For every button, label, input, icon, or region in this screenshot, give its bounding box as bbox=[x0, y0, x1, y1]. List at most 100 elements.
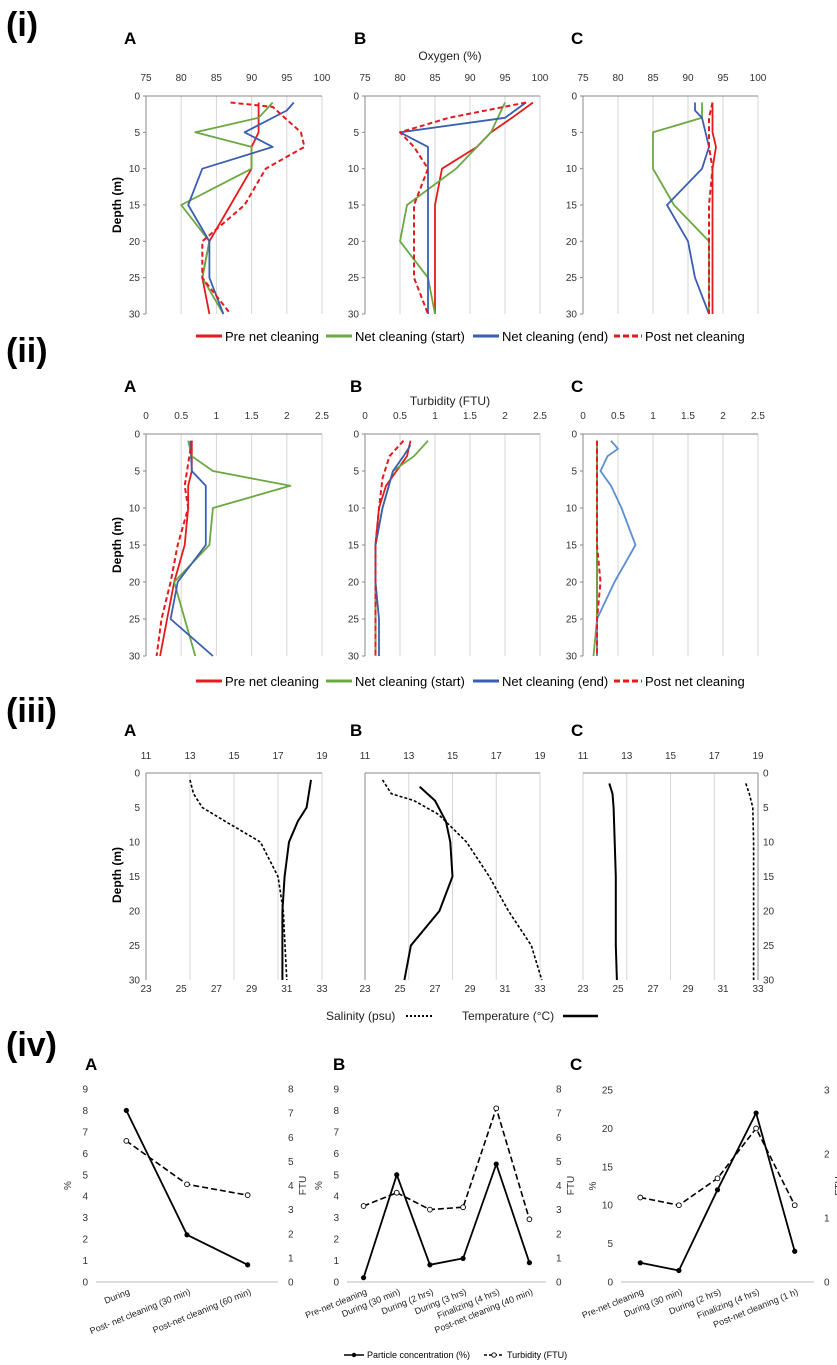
oxygen-b-tick-y: 0 bbox=[353, 92, 359, 103]
particle-turbidity-c-point-turbidity bbox=[791, 1202, 798, 1209]
particle-turbidity-b-tick-left: 1 bbox=[333, 1256, 339, 1267]
salinity-temp-b-tick-top: 13 bbox=[403, 751, 415, 762]
particle-turbidity-c-ylabel-right: FTU bbox=[834, 1176, 837, 1195]
legend-label-turbidity: Turbidity (FTU) bbox=[507, 1350, 567, 1360]
particle-turbidity-b-point-turbidity bbox=[493, 1105, 500, 1112]
turbidity-a-tick-y: 15 bbox=[129, 541, 141, 552]
particle-turbidity-a-point-particle bbox=[123, 1107, 129, 1114]
salinity-temp-a-tick-bottom: 23 bbox=[140, 984, 152, 995]
oxygen-a-tick-y: 10 bbox=[129, 164, 141, 175]
salinity-temp-c-tick-bottom: 29 bbox=[682, 984, 694, 995]
particle-turbidity-a-series-particle bbox=[125, 1110, 249, 1266]
particle-turbidity-c-tick-right: 2 bbox=[824, 1150, 830, 1161]
salinity-temp-b-tick-bottom: 33 bbox=[534, 984, 546, 995]
particle-turbidity-c-tick-left: 15 bbox=[602, 1162, 614, 1173]
particle-turbidity-a-point-turbidity bbox=[184, 1181, 190, 1188]
particle-turbidity-b-tick-left: 5 bbox=[333, 1170, 339, 1181]
salinity-temp-a-tick-y: 25 bbox=[129, 941, 141, 952]
oxygen-c-tick-x: 100 bbox=[750, 73, 767, 84]
salinity-temp-c-tick-y: 10 bbox=[763, 838, 775, 849]
salinity-temp-c-tick-y: 0 bbox=[763, 769, 769, 780]
oxygen-c-series-net-cleaning-end bbox=[666, 102, 710, 315]
particle-turbidity-a-point-turbidity bbox=[244, 1192, 251, 1199]
legend-label-pre-ii: Pre net cleaning bbox=[225, 674, 319, 689]
salinity-temp-a-tick-y: 10 bbox=[129, 838, 141, 849]
salinity-temp-c-tick-y: 25 bbox=[763, 941, 775, 952]
oxygen-c-series-net-cleaning-start bbox=[652, 102, 710, 314]
salinity-temp-b-tick-bottom: 31 bbox=[499, 984, 511, 995]
turbidity-c-tick-x: 2 bbox=[720, 411, 726, 422]
turbidity-axis-title: Turbidity (FTU) bbox=[410, 394, 490, 408]
salinity-temp-a-tick-bottom: 31 bbox=[281, 984, 293, 995]
salinity-temp-b-tick-bottom: 25 bbox=[394, 984, 406, 995]
particle-turbidity-a-ylabel-right: FTU bbox=[298, 1176, 309, 1195]
salinity-temp-a-tick-y: 0 bbox=[134, 769, 140, 780]
turbidity-c-tick-x: 0.5 bbox=[611, 411, 625, 422]
oxygen-c-tick-y: 20 bbox=[566, 237, 578, 248]
particle-turbidity-c-point-turbidity bbox=[714, 1175, 721, 1182]
salinity-temp-c-series-salinity bbox=[745, 783, 755, 980]
turbidity-a-tick-y: 0 bbox=[134, 430, 140, 441]
salinity-temp-a-tick-y: 20 bbox=[129, 907, 141, 918]
turbidity-a-tick-y: 10 bbox=[129, 504, 141, 515]
particle-turbidity-b-point-particle bbox=[526, 1260, 533, 1266]
salinity-temp-c-tick-bottom: 31 bbox=[717, 984, 729, 995]
particle-turbidity-a-category-label: Post-net cleaning (60 min) bbox=[151, 1287, 252, 1336]
salinity-temp-c-tick-bottom: 27 bbox=[647, 984, 659, 995]
particle-turbidity-b-tick-right: 4 bbox=[556, 1181, 562, 1192]
salinity-temp-a-tick-bottom: 25 bbox=[176, 984, 188, 995]
oxygen-c-tick-y: 30 bbox=[566, 310, 578, 321]
particle-turbidity-a-tick-left: 9 bbox=[82, 1085, 88, 1096]
salinity-temp-a-tick-bottom: 29 bbox=[246, 984, 258, 995]
turbidity-b-tick-x: 0.5 bbox=[393, 411, 407, 422]
legend-label-start-ii: Net cleaning (start) bbox=[355, 674, 465, 689]
particle-turbidity-a-tick-right: 2 bbox=[288, 1229, 294, 1240]
particle-turbidity-a-tick-left: 1 bbox=[82, 1256, 88, 1267]
oxygen-a-tick-y: 25 bbox=[129, 273, 141, 284]
oxygen-a-tick-x: 85 bbox=[211, 73, 223, 84]
salinity-temp-b-tick-bottom: 27 bbox=[429, 984, 441, 995]
turbidity-c-tick-y: 5 bbox=[571, 467, 577, 478]
particle-turbidity-a-tick-left: 2 bbox=[82, 1235, 88, 1246]
panel-letter-i-a: A bbox=[124, 29, 136, 48]
particle-turbidity-a-point-particle bbox=[245, 1262, 251, 1268]
turbidity-b-tick-y: 25 bbox=[348, 615, 360, 626]
oxygen-c-tick-y: 5 bbox=[571, 128, 577, 139]
oxygen-a-tick-y: 15 bbox=[129, 201, 141, 212]
particle-turbidity-b-series-particle bbox=[362, 1161, 531, 1278]
turbidity-a-tick-x: 1 bbox=[214, 411, 220, 422]
salinity-temp-a-tick-bottom: 27 bbox=[211, 984, 223, 995]
particle-turbidity-b-tick-left: 6 bbox=[333, 1149, 339, 1160]
oxygen-a-tick-x: 90 bbox=[246, 73, 258, 84]
oxygen-a-series-post-net-cleaning bbox=[201, 101, 306, 315]
particle-turbidity-c-point-turbidity bbox=[637, 1194, 644, 1201]
particle-turbidity-b-tick-right: 6 bbox=[556, 1133, 562, 1144]
salinity-temp-a-tick-top: 17 bbox=[272, 751, 284, 762]
panel-letter-iv-c: C bbox=[570, 1055, 582, 1074]
particle-turbidity-b-point-particle bbox=[460, 1255, 466, 1262]
oxygen-b-tick-y: 30 bbox=[348, 310, 360, 321]
particle-turbidity-c-tick-right: 3 bbox=[824, 1086, 830, 1097]
salinity-temp-a-tick-top: 19 bbox=[316, 751, 328, 762]
legend-label-post-ii: Post net cleaning bbox=[645, 674, 745, 689]
turbidity-a-series-net-cleaning-end bbox=[169, 440, 214, 657]
salinity-temp-c-tick-top: 17 bbox=[709, 751, 721, 762]
salinity-temp-a-tick-top: 15 bbox=[228, 751, 240, 762]
oxygen-c-tick-y: 15 bbox=[566, 201, 578, 212]
panel-letter-iii-a: A bbox=[124, 721, 136, 740]
particle-turbidity-b-tick-right: 7 bbox=[556, 1109, 562, 1120]
turbidity-c-tick-y: 30 bbox=[566, 652, 578, 663]
oxygen-b-series-pre-net-cleaning bbox=[434, 101, 534, 314]
salinity-temp-a-tick-bottom: 33 bbox=[316, 984, 328, 995]
panel-letter-iv-b: B bbox=[333, 1055, 345, 1074]
turbidity-c-tick-x: 1.5 bbox=[681, 411, 695, 422]
turbidity-b-series-net-cleaning-end bbox=[374, 444, 412, 656]
particle-turbidity-c-tick-right: 0 bbox=[824, 1278, 830, 1289]
particle-turbidity-b-tick-left: 3 bbox=[333, 1213, 339, 1224]
panel-letter-i-b: B bbox=[354, 29, 366, 48]
salinity-temp-c-tick-y: 30 bbox=[763, 976, 775, 987]
particle-turbidity-b-tick-right: 5 bbox=[556, 1157, 562, 1168]
turbidity-b-tick-x: 1 bbox=[432, 411, 438, 422]
